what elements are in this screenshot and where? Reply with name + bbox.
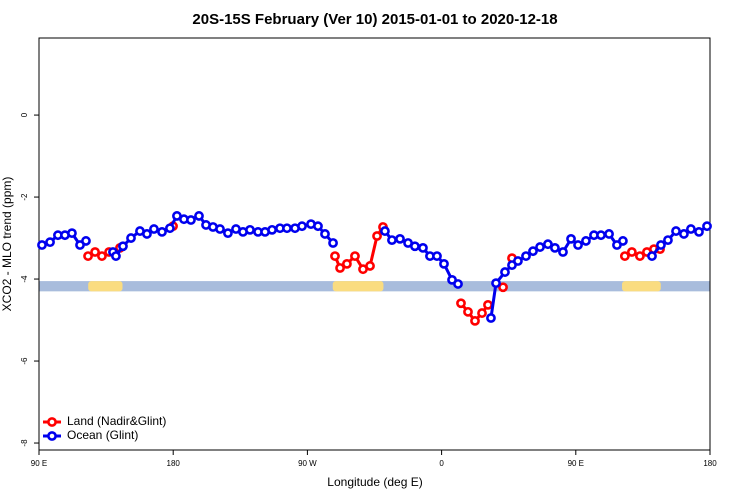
data-point xyxy=(342,258,352,269)
data-point xyxy=(463,306,473,317)
data-point xyxy=(647,251,657,261)
data-point xyxy=(618,236,628,246)
data-point xyxy=(626,247,637,257)
data-point xyxy=(535,242,545,252)
data-point xyxy=(67,228,77,239)
data-point xyxy=(528,246,538,257)
legend-marker xyxy=(47,431,57,441)
data-point xyxy=(573,240,583,250)
data-point xyxy=(604,229,614,239)
data-point xyxy=(439,258,449,269)
data-point xyxy=(498,282,508,293)
legend-marker xyxy=(47,417,57,427)
data-point xyxy=(186,215,196,225)
data-point xyxy=(245,224,255,235)
y-tick-label: -8 xyxy=(20,439,29,447)
data-point xyxy=(543,239,553,250)
data-point xyxy=(500,267,510,277)
data-point xyxy=(97,251,107,261)
data-point xyxy=(335,263,345,273)
data-point xyxy=(566,233,576,244)
data-point xyxy=(486,313,496,323)
data-point xyxy=(619,251,630,261)
x-tick-label: 90 W xyxy=(298,459,317,468)
y-axis-label: XCO2 - MLO trend (ppm) xyxy=(0,177,14,312)
data-point xyxy=(432,251,442,261)
data-point xyxy=(702,221,712,232)
data-point xyxy=(456,298,466,309)
data-point xyxy=(387,235,397,246)
data-point xyxy=(320,229,330,239)
data-point xyxy=(418,242,428,253)
data-point xyxy=(395,233,405,244)
x-tick-label: 0 xyxy=(439,459,444,468)
x-tick-label: 180 xyxy=(167,459,181,468)
data-point xyxy=(663,235,673,246)
data-point xyxy=(686,224,696,234)
data-point xyxy=(410,241,420,252)
data-point xyxy=(297,221,307,232)
data-point xyxy=(37,240,47,250)
x-axis-label: Longitude (deg E) xyxy=(327,475,422,489)
data-point xyxy=(521,251,531,261)
data-point xyxy=(149,224,159,234)
data-point xyxy=(365,261,375,271)
data-point xyxy=(550,242,560,253)
y-tick-label: 0 xyxy=(20,112,29,117)
x-tick-label: 90 E xyxy=(31,459,47,468)
data-point xyxy=(45,237,55,248)
data-point xyxy=(380,226,390,236)
data-point xyxy=(477,308,487,318)
data-point xyxy=(313,221,323,232)
data-point xyxy=(215,224,225,234)
data-point xyxy=(350,251,360,261)
y-tick-label: -2 xyxy=(20,193,29,201)
data-point xyxy=(126,233,136,243)
data-point xyxy=(81,236,91,246)
data-point xyxy=(513,256,523,266)
data-point xyxy=(679,229,689,239)
data-point xyxy=(328,238,338,248)
data-point xyxy=(194,211,204,221)
data-point xyxy=(111,251,121,261)
data-point xyxy=(157,227,167,237)
data-point xyxy=(694,227,704,237)
x-tick-label: 90 E xyxy=(568,459,584,468)
chart-title: 20S-15S February (Ver 10) 2015-01-01 to … xyxy=(192,11,557,28)
y-tick-label: -4 xyxy=(20,275,29,283)
land-strip xyxy=(332,281,384,292)
legend-label: Land (Nadir&Glint) xyxy=(67,414,166,428)
land-strip xyxy=(88,281,123,292)
data-point xyxy=(83,251,93,261)
x-tick-label: 180 xyxy=(703,459,717,468)
y-tick-label: -6 xyxy=(20,357,29,365)
data-point xyxy=(118,241,128,252)
data-point xyxy=(491,278,501,289)
data-point xyxy=(656,240,666,250)
data-point xyxy=(267,224,277,235)
data-point xyxy=(90,247,100,257)
legend-label: Ocean (Glint) xyxy=(67,428,138,442)
data-point xyxy=(470,315,480,326)
data-point xyxy=(330,251,340,261)
data-point xyxy=(596,230,606,241)
data-point xyxy=(453,279,463,289)
data-point xyxy=(558,247,568,257)
data-point xyxy=(142,229,152,239)
data-point xyxy=(581,236,591,246)
land-strip xyxy=(622,281,661,292)
data-point xyxy=(671,226,681,236)
data-point xyxy=(372,231,382,241)
data-point xyxy=(483,299,493,310)
data-point xyxy=(635,251,645,261)
data-point xyxy=(223,228,233,239)
data-point xyxy=(165,223,175,234)
data-point xyxy=(282,223,292,234)
